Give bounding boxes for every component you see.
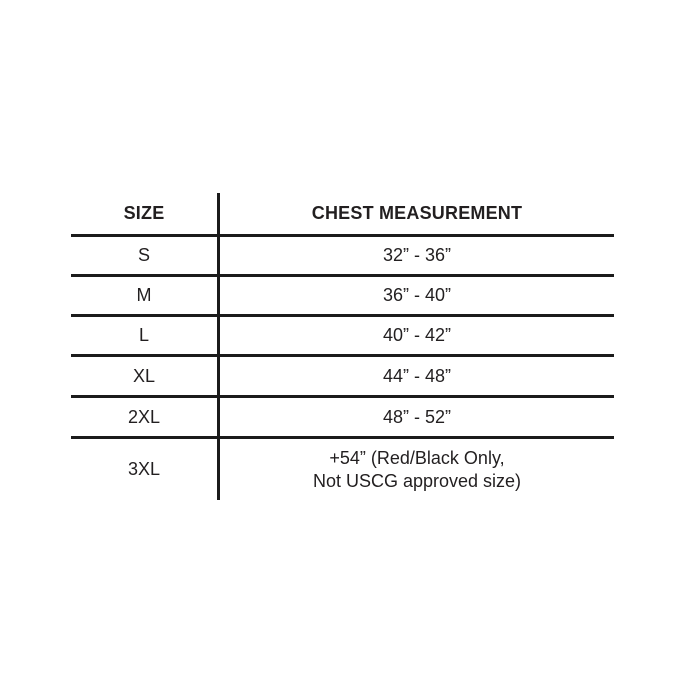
table-row-chest-2xl: 48” - 52” <box>220 398 614 439</box>
table-row-chest-m: 36” - 40” <box>220 277 614 317</box>
table-row-size-m: M <box>71 277 220 317</box>
table-row-size-l: L <box>71 317 220 357</box>
table-row-chest-xl: 44” - 48” <box>220 357 614 398</box>
chest-3xl-note-line1: +54” (Red/Black Only, <box>329 447 505 468</box>
table-row-size-2xl: 2XL <box>71 398 220 439</box>
column-header-size: SIZE <box>71 193 220 237</box>
table-row-chest-3xl: +54” (Red/Black Only, Not USCG approved … <box>220 439 614 500</box>
table-row-size-3xl: 3XL <box>71 439 220 500</box>
table-row-chest-l: 40” - 42” <box>220 317 614 357</box>
column-header-chest-measurement: CHEST MEASUREMENT <box>220 193 614 237</box>
table-row-chest-s: 32” - 36” <box>220 237 614 277</box>
chest-3xl-note-line2: Not USCG approved size) <box>312 470 522 491</box>
table-row-size-xl: XL <box>71 357 220 398</box>
size-chart-table: SIZE CHEST MEASUREMENT S 32” - 36” M 36”… <box>71 193 614 500</box>
table-row-size-s: S <box>71 237 220 277</box>
